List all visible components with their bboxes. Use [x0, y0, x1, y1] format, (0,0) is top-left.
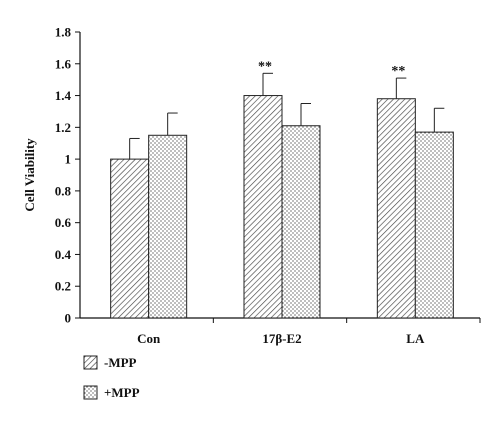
legend-label: +MPP	[104, 385, 140, 400]
y-tick-label: 1.8	[55, 25, 72, 40]
bar-minus-mpp	[243, 95, 283, 319]
y-tick-label: 1	[65, 152, 72, 167]
bar-plus-mpp	[148, 134, 188, 319]
y-tick-label: 1.4	[55, 88, 72, 103]
legend: -MPP +MPP	[83, 355, 140, 400]
legend-swatch	[83, 355, 98, 370]
y-tick-label: 1.2	[55, 120, 71, 135]
bar-minus-mpp	[376, 98, 416, 319]
y-tick-label: 0.4	[55, 247, 72, 262]
legend-label: -MPP	[104, 355, 137, 370]
y-tick-label: 0	[65, 311, 72, 326]
y-tick-label: 0.6	[55, 215, 72, 230]
bar-minus-mpp	[110, 158, 150, 319]
x-tick-label: 17β-E2	[262, 331, 301, 346]
significance-marker: **	[258, 59, 272, 74]
y-tick-label: 1.6	[55, 56, 72, 71]
x-tick-label: LA	[406, 331, 425, 346]
y-tick-label: 0.2	[55, 279, 71, 294]
bar-plus-mpp	[281, 125, 321, 319]
plot-area: 0 0.2 0.4 0.6 0.8 1 1.2 1.4 1.6 1.8 Con 17β-E2 ** LA *…	[55, 25, 481, 346]
y-axis-title-group: Cell Viability	[22, 138, 37, 212]
legend-swatch	[83, 385, 98, 400]
significance-marker: **	[391, 64, 405, 79]
bar-plus-mpp	[414, 131, 454, 319]
y-axis-title: Cell Viability	[22, 138, 37, 212]
y-tick-label: 0.8	[55, 183, 72, 198]
x-tick-label: Con	[137, 331, 161, 346]
